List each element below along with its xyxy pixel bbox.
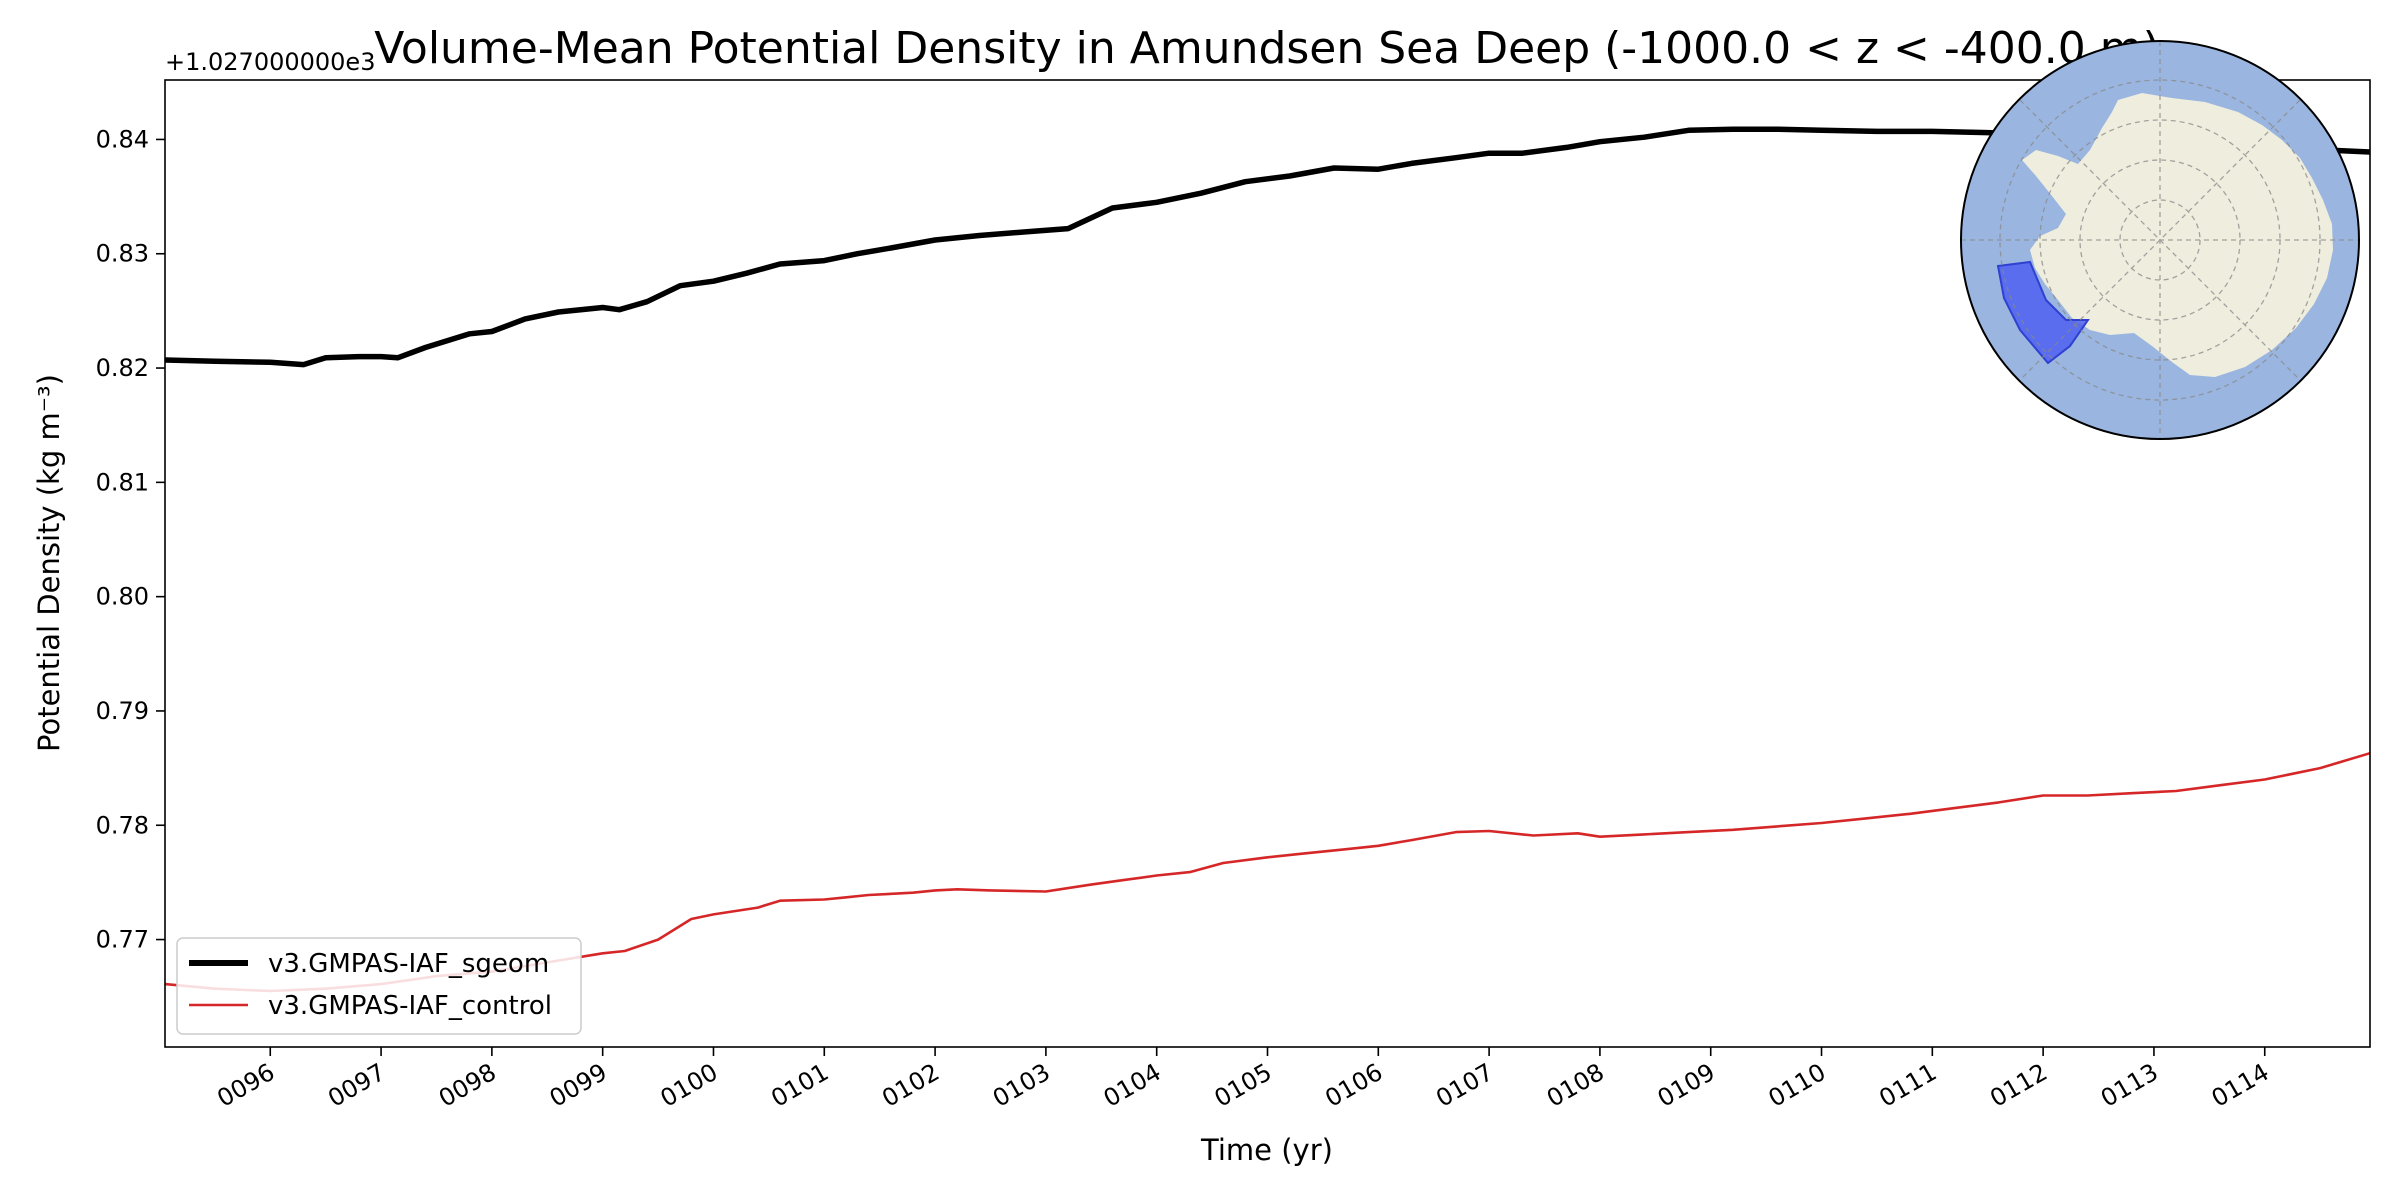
y-tick-label: 0.81 [96,468,149,496]
series-line-control [165,751,2370,993]
inset-border [1960,40,2360,440]
x-tick-label: 0113 [2096,1058,2163,1113]
chart-title: Volume-Mean Potential Density in Amundse… [374,23,2160,74]
y-tick-label: 0.79 [96,697,149,725]
x-tick-label: 0108 [1542,1058,1609,1113]
x-tick-label: 0104 [1099,1058,1166,1113]
x-tick-label: 0097 [323,1058,390,1113]
x-tick-label: 0110 [1764,1058,1831,1113]
graticule [1961,41,2359,439]
y-tick-label: 0.80 [96,583,149,611]
amundsen-sea-region [1996,260,2090,365]
x-tick-label: 0099 [545,1058,612,1113]
x-axis-label: Time (yr) [1200,1133,1333,1167]
legend-box [176,937,582,1035]
y-tick-label: 0.82 [96,354,149,382]
x-tick-label: 0106 [1320,1058,1387,1113]
y-tick-label: 0.84 [96,125,149,153]
y-tick-label: 0.77 [96,926,149,954]
legend-label-sgeom: v3.GMPAS-IAF_sgeom [268,949,549,979]
x-tick-label: 0112 [1985,1058,2052,1113]
x-tick-label: 0101 [766,1058,833,1113]
antarctica-land [2022,93,2333,377]
x-tick-label: 0105 [1210,1058,1277,1113]
x-tick-label: 0103 [988,1058,1055,1113]
x-tick-label: 0100 [656,1058,723,1113]
y-offset-label: +1.027000000e3 [165,48,375,76]
x-tick-label: 0109 [1653,1058,1720,1113]
x-tick-label: 0107 [1431,1058,1498,1113]
y-tick-label: 0.78 [96,811,149,839]
y-axis-ticks: 0.77 0.78 0.79 0.80 0.81 0.82 0.83 0.84 [96,125,165,954]
x-tick-label: 0114 [2207,1058,2274,1113]
legend: v3.GMPAS-IAF_sgeom v3.GMPAS-IAF_control [176,937,582,1035]
x-axis-ticks: 0096 0097 0098 0099 0100 0101 0102 0103 0104 0105… [212,1047,2274,1113]
x-tick-label: 0102 [877,1058,944,1113]
y-tick-label: 0.83 [96,240,149,268]
x-tick-label: 0096 [212,1058,279,1113]
y-axis-label: Potential Density (kg m⁻³) [32,374,66,752]
x-tick-label: 0098 [434,1058,501,1113]
x-tick-label: 0111 [1874,1058,1941,1113]
legend-label-control: v3.GMPAS-IAF_control [268,991,552,1021]
inset-map [1960,40,2360,440]
series-layer [165,126,2370,993]
series-line-sgeom [165,126,2370,368]
